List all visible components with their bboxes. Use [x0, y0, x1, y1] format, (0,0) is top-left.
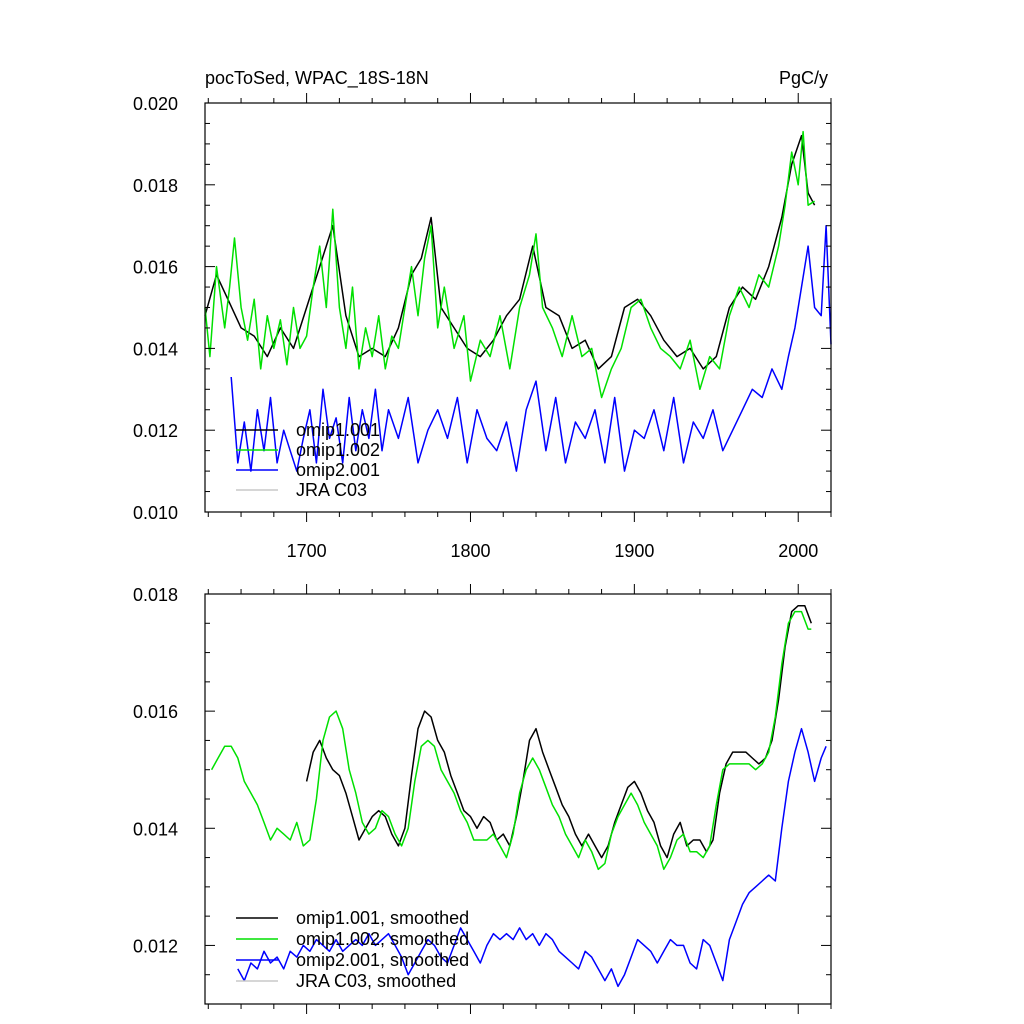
- series-line-2: [230, 224, 832, 472]
- y-tick-label: 0.020: [133, 94, 178, 114]
- legend-label-2: omip2.001: [296, 460, 380, 480]
- x-tick-label: 1900: [614, 541, 654, 561]
- series-line-1: [210, 610, 812, 871]
- series-line-2: [237, 727, 827, 988]
- legend-label-3: JRA C03: [296, 480, 367, 500]
- top-panel: pocToSed, WPAC_18S-18N PgC/y 1700 1800 190…: [133, 68, 832, 561]
- y-tick-label: 0.014: [133, 819, 178, 839]
- x-tick-label: 1800: [450, 541, 490, 561]
- series-line-1: [204, 130, 815, 399]
- bottom-panel-series: [210, 604, 827, 988]
- y-tick-label: 0.012: [133, 421, 178, 441]
- y-tick-label: 0.014: [133, 339, 178, 359]
- top-panel-axes: 1700 1800 1900 2000 0.010 0.012 0.014 0.016 0.01…: [133, 93, 832, 561]
- y-tick-label: 0.016: [133, 702, 178, 722]
- y-tick-label: 0.012: [133, 936, 178, 956]
- bottom-panel-axes: 0.012 0.014 0.016 0.018: [133, 584, 832, 1014]
- legend-label-1: omip1.002: [296, 440, 380, 460]
- y-tick-label: 0.016: [133, 258, 178, 278]
- legend-label-1: omip1.002, smoothed: [296, 929, 469, 949]
- x-tick-label: 2000: [778, 541, 818, 561]
- y-tick-label: 0.010: [133, 503, 178, 523]
- y-tick-label: 0.018: [133, 585, 178, 605]
- top-panel-title-left: pocToSed, WPAC_18S-18N: [205, 68, 429, 89]
- top-panel-series: [204, 130, 832, 472]
- legend-label-2: omip2.001, smoothed: [296, 950, 469, 970]
- x-tick-label: 1700: [287, 541, 327, 561]
- legend-label-3: JRA C03, smoothed: [296, 971, 456, 991]
- bottom-panel: 0.012 0.014 0.016 0.018 omip1.001, smoothed…: [133, 584, 832, 1014]
- legend-label-0: omip1.001: [296, 420, 380, 440]
- y-tick-label: 0.018: [133, 176, 178, 196]
- legend-label-0: omip1.001, smoothed: [296, 908, 469, 928]
- series-line-0: [204, 134, 816, 370]
- top-panel-units-label: PgC/y: [779, 68, 828, 88]
- series-line-0: [305, 604, 813, 859]
